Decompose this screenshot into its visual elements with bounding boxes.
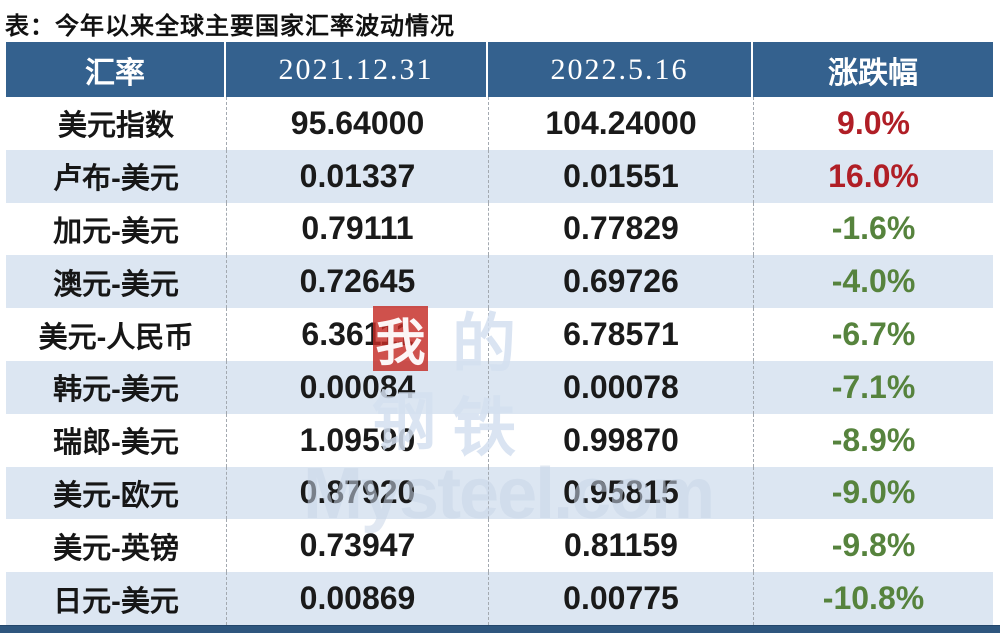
change-percent-cell: -8.9% bbox=[753, 413, 993, 467]
value-2021-12-31-cell: 0.87920 bbox=[226, 466, 488, 520]
value-2022-5-16-cell: 0.99870 bbox=[488, 413, 753, 467]
currency-pair-cell: 美元-英镑 bbox=[53, 532, 179, 565]
currency-pair-cell: 日元-美元 bbox=[53, 585, 179, 618]
currency-pair-cell: 美元指数 bbox=[57, 110, 174, 143]
table-row: 美元-人民币 6.36111 6.78571 -6.7% bbox=[6, 308, 993, 361]
change-percent-cell: -6.7% bbox=[753, 308, 993, 361]
change-percent-cell: -9.0% bbox=[753, 466, 993, 520]
value-2021-12-31-cell: 0.00084 bbox=[226, 360, 488, 414]
value-2021-12-31-cell: 0.73947 bbox=[226, 519, 488, 573]
table-row: 瑞郎-美元 1.09590 0.99870 -8.9% bbox=[6, 413, 993, 467]
change-percent-cell: -10.8% bbox=[753, 572, 993, 625]
change-percent-cell: -7.1% bbox=[753, 360, 993, 414]
value-2022-5-16-cell: 104.24000 bbox=[488, 97, 753, 150]
currency-pair-cell: 韩元-美元 bbox=[53, 374, 179, 407]
table-header-row: 汇率 2021.12.31 2022.5.16 涨跌幅 bbox=[6, 42, 993, 97]
value-2021-12-31-cell: 1.09590 bbox=[226, 413, 488, 467]
currency-pair-cell: 澳元-美元 bbox=[53, 268, 179, 301]
table-bottom-border bbox=[0, 625, 1000, 633]
currency-pair-cell: 瑞郎-美元 bbox=[53, 427, 179, 460]
table-row: 美元-欧元 0.87920 0.95815 -9.0% bbox=[6, 466, 993, 520]
currency-pair-cell: 卢布-美元 bbox=[53, 163, 179, 196]
column-header-date-2022: 2022.5.16 bbox=[488, 42, 753, 97]
column-header-change: 涨跌幅 bbox=[828, 56, 918, 90]
column-header-date-2021: 2021.12.31 bbox=[226, 42, 488, 97]
change-percent-cell: -1.6% bbox=[753, 202, 993, 256]
value-2021-12-31-cell: 0.72645 bbox=[226, 255, 488, 309]
currency-pair-cell: 美元-欧元 bbox=[53, 479, 179, 512]
change-percent-cell: -4.0% bbox=[753, 255, 993, 309]
value-2021-12-31-cell: 95.64000 bbox=[226, 97, 488, 150]
fx-rate-table: 汇率 2021.12.31 2022.5.16 涨跌幅 美元指数 95.64000… bbox=[6, 42, 993, 625]
change-percent-cell: 16.0% bbox=[753, 149, 993, 203]
value-2021-12-31-cell: 0.79111 bbox=[226, 202, 488, 256]
value-2022-5-16-cell: 0.77829 bbox=[488, 202, 753, 256]
value-2022-5-16-cell: 0.95815 bbox=[488, 466, 753, 520]
table-row: 加元-美元 0.79111 0.77829 -1.6% bbox=[6, 202, 993, 256]
table-row: 美元-英镑 0.73947 0.81159 -9.8% bbox=[6, 519, 993, 573]
value-2022-5-16-cell: 0.00078 bbox=[488, 360, 753, 414]
table-body: 美元指数 95.64000 104.24000 9.0% 卢布-美元 0.01337 0.0… bbox=[6, 97, 993, 625]
page-title: 表：今年以来全球主要国家汇率波动情况 bbox=[5, 13, 455, 40]
table-row: 卢布-美元 0.01337 0.01551 16.0% bbox=[6, 149, 993, 203]
change-percent-cell: -9.8% bbox=[753, 519, 993, 573]
value-2021-12-31-cell: 0.01337 bbox=[226, 149, 488, 203]
table-row: 韩元-美元 0.00084 0.00078 -7.1% bbox=[6, 360, 993, 414]
value-2022-5-16-cell: 0.69726 bbox=[488, 255, 753, 309]
value-2022-5-16-cell: 0.81159 bbox=[488, 519, 753, 573]
value-2022-5-16-cell: 6.78571 bbox=[488, 308, 753, 361]
table-row: 日元-美元 0.00869 0.00775 -10.8% bbox=[6, 572, 993, 625]
value-2022-5-16-cell: 0.00775 bbox=[488, 572, 753, 625]
value-2021-12-31-cell: 6.36111 bbox=[226, 308, 488, 361]
column-header-pair: 汇率 bbox=[6, 42, 226, 97]
change-percent-cell: 9.0% bbox=[753, 97, 993, 150]
value-2022-5-16-cell: 0.01551 bbox=[488, 149, 753, 203]
currency-pair-cell: 加元-美元 bbox=[53, 215, 179, 248]
table-row: 澳元-美元 0.72645 0.69726 -4.0% bbox=[6, 255, 993, 309]
table-row: 美元指数 95.64000 104.24000 9.0% bbox=[6, 97, 993, 150]
value-2021-12-31-cell: 0.00869 bbox=[226, 572, 488, 625]
currency-pair-cell: 美元-人民币 bbox=[38, 321, 194, 354]
